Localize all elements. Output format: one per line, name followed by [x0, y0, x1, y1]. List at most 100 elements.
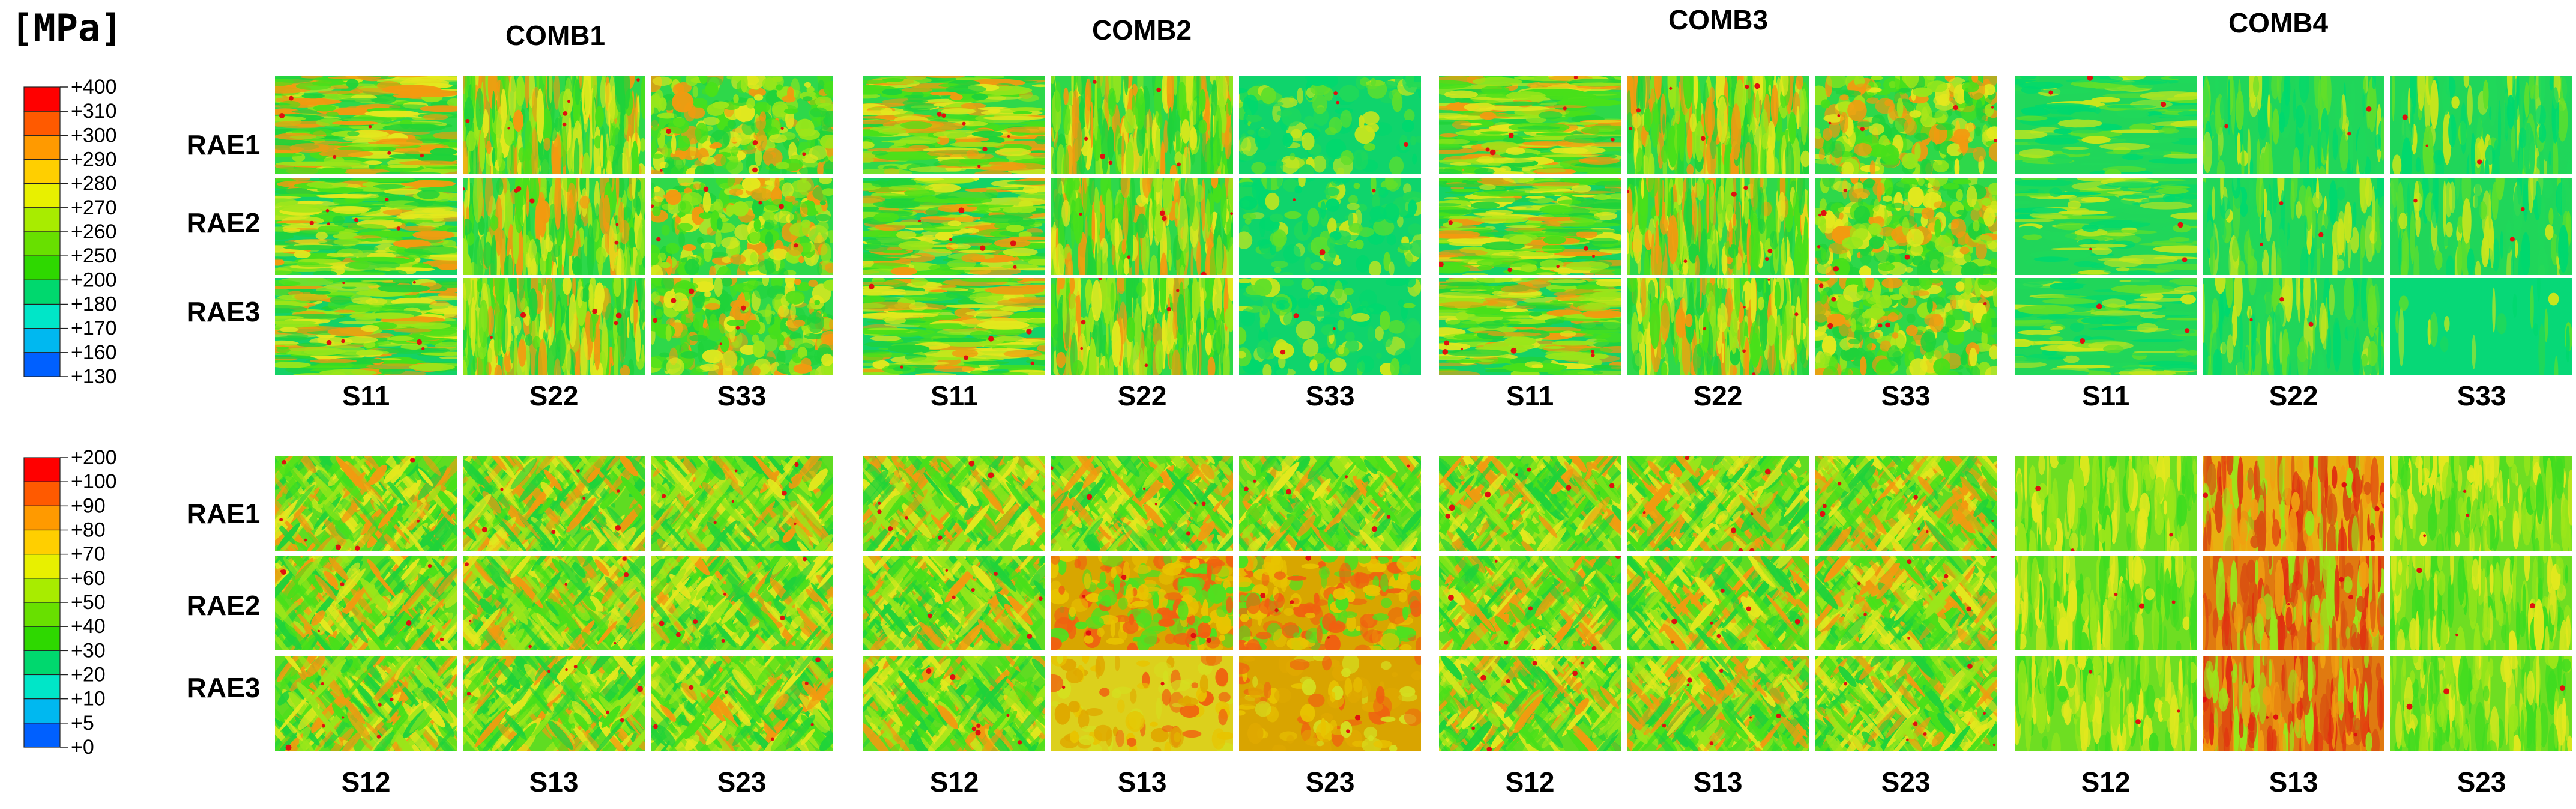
- contour-hotspot: [563, 123, 567, 127]
- contour-blob: [496, 178, 503, 195]
- contour-blob: [1587, 171, 1627, 175]
- contour-blob: [1349, 223, 1363, 233]
- contour-blob: [603, 195, 611, 232]
- contour-blob: [1073, 197, 1084, 244]
- contour-hotspot: [507, 127, 510, 129]
- contour-blob: [1205, 333, 1212, 356]
- contour-blob: [726, 320, 744, 326]
- contour-blob: [1270, 214, 1283, 222]
- contour-blob: [377, 81, 401, 90]
- contour-blob: [1252, 180, 1264, 201]
- contour-blob: [651, 125, 662, 139]
- contour-blob: [635, 321, 641, 362]
- contour-blob: [615, 248, 625, 283]
- contour-blob: [794, 202, 815, 207]
- contour-blob: [782, 95, 796, 103]
- contour-blob: [1089, 339, 1097, 399]
- contour-blob: [1385, 172, 1401, 191]
- contour-blob: [1205, 198, 1210, 238]
- legend-tick-label: +290: [71, 148, 117, 171]
- contour-hotspot: [1509, 133, 1514, 138]
- color-legends: +400+310+300+290+280+270+260+250+200+180…: [24, 76, 117, 759]
- legend-swatch: [24, 256, 60, 280]
- contour-blob: [699, 71, 707, 84]
- contour-blob: [268, 362, 311, 368]
- contour-blob: [1121, 239, 1126, 255]
- contour-blob: [1108, 88, 1116, 117]
- contour-hotspot: [1026, 329, 1031, 334]
- contour-blob: [933, 338, 986, 342]
- contour-blob: [1196, 241, 1201, 276]
- contour-blob: [339, 98, 390, 102]
- contour-blob: [417, 190, 440, 199]
- contour-blob: [730, 254, 746, 264]
- contour-blob: [1340, 110, 1352, 128]
- contour-blob: [1386, 278, 1407, 286]
- contour-blob: [1755, 91, 1760, 121]
- contour-blob: [1028, 259, 1052, 265]
- contour-blob: [702, 350, 723, 363]
- contour-blob: [1444, 91, 1478, 98]
- contour-blob: [1112, 320, 1121, 367]
- contour-blob: [1180, 265, 1184, 279]
- contour-blob: [351, 177, 415, 182]
- contour-hotspot: [1294, 313, 1299, 318]
- contour-blob: [1273, 229, 1287, 247]
- contour-blob: [1319, 347, 1334, 353]
- contour-blob: [1277, 172, 1282, 187]
- contour-blob: [479, 130, 485, 172]
- contour-blob: [317, 91, 355, 94]
- contour-blob: [941, 108, 976, 114]
- contour-blob: [823, 280, 839, 291]
- contour-blob: [1345, 332, 1355, 342]
- contour-blob: [331, 206, 369, 214]
- legend-tick-label: +80: [71, 519, 106, 542]
- contour-hotspot: [1013, 265, 1016, 269]
- contour-blob: [1644, 108, 1651, 132]
- contour-hotspot: [397, 226, 401, 231]
- contour-blob: [555, 118, 561, 132]
- contour-blob: [665, 190, 681, 205]
- legend-swatch: [24, 506, 60, 530]
- contour-blob: [986, 187, 1019, 189]
- contour-blob: [852, 196, 885, 204]
- contour-blob: [584, 61, 591, 117]
- contour-blob: [253, 241, 300, 245]
- contour-blob: [765, 231, 773, 249]
- contour-blob: [1280, 272, 1293, 277]
- contour-blob: [1135, 88, 1145, 130]
- contour-blob: [529, 288, 538, 321]
- contour-blob: [1195, 184, 1204, 202]
- contour-hotspot: [781, 127, 784, 130]
- contour-blob: [821, 243, 831, 264]
- contour-blob: [478, 300, 489, 348]
- contour-blob: [352, 297, 379, 304]
- contour-blob: [810, 108, 827, 118]
- contour-blob: [1329, 117, 1342, 134]
- contour-blob: [1506, 147, 1525, 155]
- contour-blob: [690, 369, 704, 381]
- contour-hotspot: [490, 336, 493, 339]
- contour-blob: [939, 159, 990, 166]
- contour-blob: [1034, 136, 1050, 144]
- stress-contour-panel: [837, 276, 1073, 378]
- contour-hotspot: [653, 318, 657, 323]
- contour-blob: [972, 131, 1003, 138]
- contour-blob: [872, 151, 888, 156]
- contour-blob: [439, 356, 463, 359]
- contour-blob: [1339, 311, 1349, 317]
- contour-blob: [1168, 249, 1172, 271]
- contour-blob: [660, 262, 671, 268]
- contour-blob: [304, 348, 343, 355]
- legend-bottom: +200+100+90+80+70+60+50+40+30+20+10+5+0: [24, 446, 117, 759]
- contour-blob: [1163, 173, 1173, 216]
- contour-blob: [557, 231, 560, 251]
- contour-hotspot: [1574, 76, 1578, 80]
- contour-blob: [824, 81, 840, 96]
- contour-blob: [1518, 126, 1560, 130]
- contour-blob: [1246, 115, 1262, 122]
- legend-tick-label: +200: [71, 268, 117, 291]
- contour-blob: [1545, 92, 1596, 100]
- contour-blob: [313, 105, 337, 111]
- contour-blob: [658, 253, 666, 261]
